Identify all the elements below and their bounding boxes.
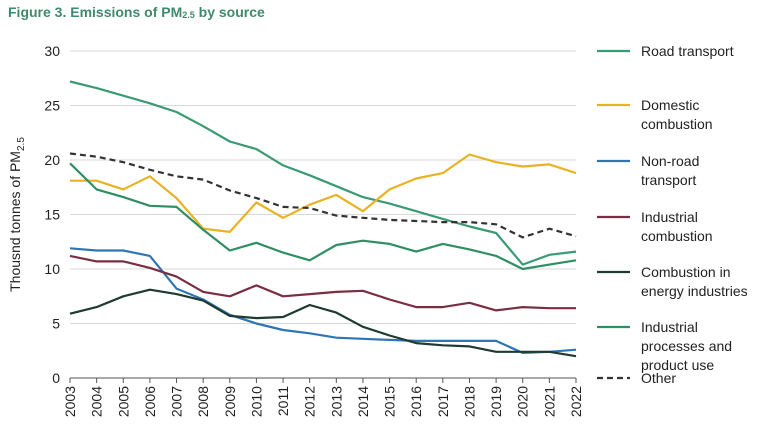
series-line-3 <box>69 254 576 312</box>
figure-title-subscript: 2.5 <box>182 10 195 20</box>
legend-label-3: combustion <box>641 228 713 244</box>
x-tick-label: 2018 <box>461 386 477 417</box>
legend-label-0: Road transport <box>641 43 734 59</box>
x-tick-label: 2004 <box>89 386 105 417</box>
series-line-0 <box>69 80 577 266</box>
legend-label-1: combustion <box>641 116 713 132</box>
x-tick-label: 2005 <box>115 386 131 417</box>
x-tick-label: 2022 <box>568 386 584 417</box>
series-line-1 <box>70 153 577 233</box>
y-tick-label: 15 <box>44 207 60 223</box>
legend-label-6: Other <box>641 370 676 386</box>
x-tick-label: 2008 <box>195 386 211 417</box>
x-tick-label: 2021 <box>541 386 557 417</box>
x-tick-label: 2019 <box>488 386 504 417</box>
series-line-6 <box>69 152 577 239</box>
x-tick-label: 2012 <box>302 386 318 417</box>
legend-label-5: Industrial <box>641 319 698 335</box>
figure-title-suffix: by source <box>194 4 265 20</box>
x-tick-label: 2014 <box>355 386 371 417</box>
x-tick-label: 2020 <box>515 386 531 417</box>
y-tick-label: 10 <box>44 261 60 277</box>
y-tick-label: 5 <box>52 316 60 332</box>
x-tick-label: 2010 <box>248 386 264 417</box>
y-tick-label: 25 <box>44 98 60 114</box>
legend-label-5: processes and <box>641 338 732 354</box>
legend-label-2: Non-road <box>641 153 699 169</box>
x-tick-label: 2007 <box>169 386 185 417</box>
legend-label-4: energy industries <box>641 283 748 299</box>
y-tick-label: 30 <box>44 43 60 59</box>
x-tick-label: 2009 <box>222 386 238 417</box>
x-tick-label: 2013 <box>328 386 344 417</box>
series-line-2 <box>69 247 577 354</box>
series-line-4 <box>69 288 577 358</box>
legend-label-5: product use <box>641 357 714 373</box>
figure-title-prefix: Figure 3. Emissions of PM <box>8 4 183 20</box>
legend-label-2: transport <box>641 172 696 188</box>
x-tick-label: 2017 <box>435 386 451 417</box>
legend-label-1: Domestic <box>641 97 699 113</box>
legend-label-3: Industrial <box>641 209 698 225</box>
y-axis-label: Thousnd tonnes of PM2.5 <box>7 137 27 292</box>
x-tick-label: 2003 <box>62 386 78 417</box>
series-line-5 <box>69 162 577 271</box>
x-tick-label: 2015 <box>382 386 398 417</box>
legend-label-4: Combustion in <box>641 264 731 280</box>
figure-title: Figure 3. Emissions of PM2.5 by source <box>8 4 265 20</box>
y-tick-label: 20 <box>44 152 60 168</box>
x-tick-label: 2016 <box>408 386 424 417</box>
x-tick-label: 2011 <box>275 386 291 416</box>
x-tick-label: 2006 <box>142 386 158 417</box>
y-tick-label: 0 <box>52 370 60 386</box>
